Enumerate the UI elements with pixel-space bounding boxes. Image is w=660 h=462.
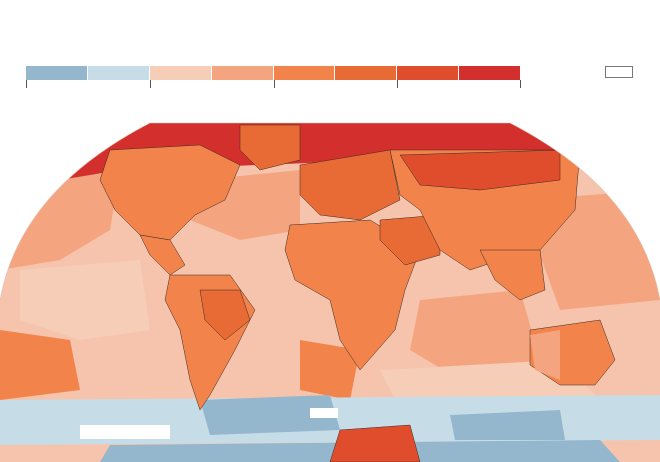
- legend-tick-5: [520, 80, 521, 88]
- southern-ocean-cold-patch: [200, 395, 340, 435]
- no-data-legend-swatch: [605, 66, 633, 78]
- legend-tick-2: [149, 80, 151, 88]
- color-scale-legend: [26, 66, 521, 88]
- legend-swatch-4: [211, 66, 273, 80]
- central-america: [139, 234, 186, 276]
- australia-cool-west: [530, 330, 560, 380]
- legend-swatch-1: [26, 66, 87, 80]
- legend-swatch-5: [273, 66, 335, 80]
- legend-tick-4: [397, 80, 399, 88]
- southeast-asia: [479, 249, 546, 301]
- legend-swatch-2: [87, 66, 149, 80]
- east-pacific-warm: [0, 330, 80, 400]
- legend-tick-1: [26, 80, 27, 88]
- legend-swatch-7: [397, 66, 459, 80]
- amazon-hot-region: [199, 289, 251, 341]
- no-data-patch-1: [80, 425, 170, 439]
- southern-ocean-cold-patch-east: [450, 410, 565, 440]
- no-data-patch-2: [310, 408, 338, 418]
- greenland: [239, 124, 301, 171]
- legend-swatch-6: [335, 66, 397, 80]
- antarctica-warm-patch: [329, 424, 421, 462]
- south-pacific-cool-ocean: [20, 260, 150, 340]
- legend-swatch-3: [149, 66, 211, 80]
- map-outline: [0, 122, 660, 301]
- siberia-hot: [399, 149, 561, 191]
- legend-tick-3: [273, 80, 275, 88]
- legend-swatch-8: [459, 66, 520, 80]
- north-america: [99, 144, 241, 241]
- indian-ocean-warm: [410, 290, 540, 380]
- south-atlantic-warm: [300, 340, 360, 400]
